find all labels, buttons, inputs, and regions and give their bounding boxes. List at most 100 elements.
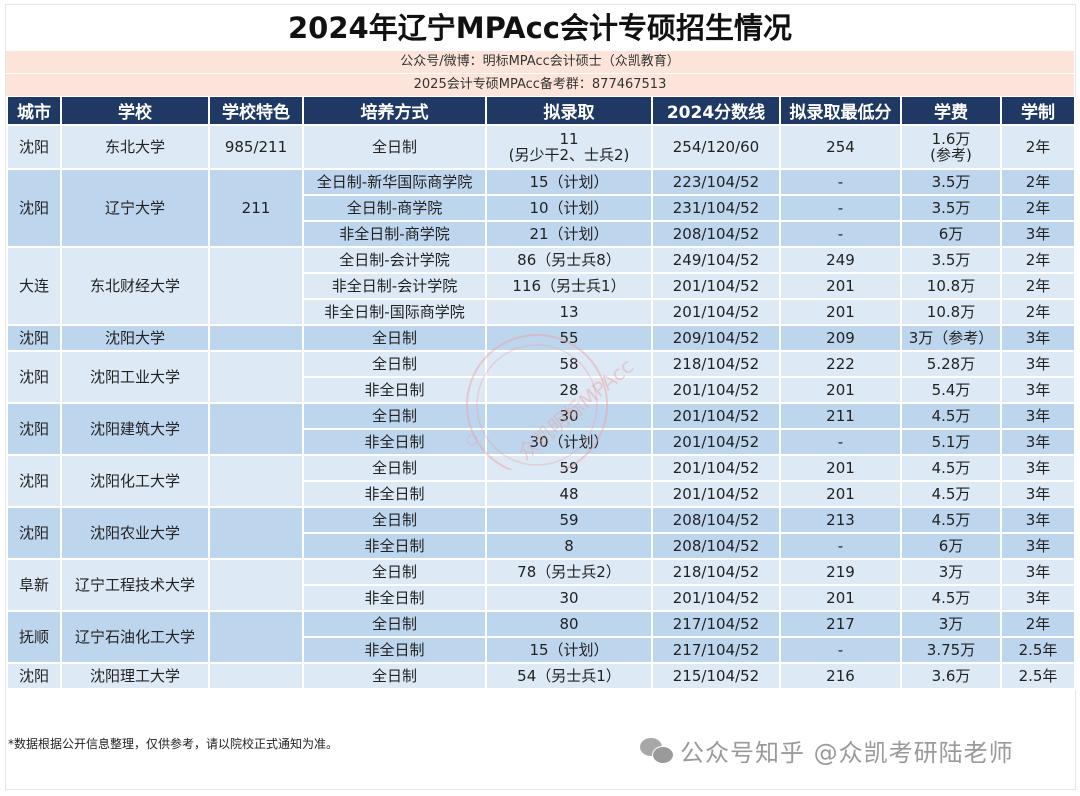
score-line-cell: 201/104/52 [651,402,781,430]
mode-cell: 全日制 [302,324,487,352]
tuition-cell: 3.5万 [900,246,1002,274]
admit-cell: 86（另士兵8） [485,246,653,274]
table-row: 非全日制-会计学院 116（另士兵1） 201/104/52 201 10.8万… [7,272,1076,300]
score-line-cell: 208/104/52 [651,532,781,560]
duration-cell: 3年 [1000,506,1076,534]
score-line-cell: 208/104/52 [651,220,781,248]
feature-cell [208,558,304,612]
tuition-note: (参考) [930,146,972,164]
watermark-text: 公众号知乎 @众凯考研陆老师 [680,739,1014,767]
mode-cell: 全日制 [302,350,487,378]
score-line-cell: 223/104/52 [651,168,781,196]
mode-cell: 非全日制 [302,480,487,508]
tuition-cell: 10.8万 [900,298,1002,326]
min-score-cell: 213 [779,506,902,534]
feature-cell: 211 [208,168,304,248]
admit-cell: 15（计划） [485,636,653,664]
header-score-line: 2024分数线 [651,97,781,126]
feature-cell: 985/211 [208,124,304,170]
city-cell: 阜新 [6,558,62,612]
header-duration: 学制 [1000,97,1076,126]
min-score-cell: - [779,194,902,222]
table-row: 阜新 辽宁工程技术大学 全日制 78（另士兵2） 218/104/52 219 … [6,558,1076,612]
table-row: 非全日制-国际商学院 13 201/104/52 201 10.8万 2年 [7,298,1076,326]
city-cell: 沈阳 [6,662,62,690]
mode-cell: 全日制-新华国际商学院 [302,168,487,196]
admit-cell: 48 [485,480,653,508]
source-watermark: 公众号知乎 @众凯考研陆老师 [640,733,1014,768]
tuition-cell: 4.5万 [900,402,1002,430]
admit-cell: 30 [485,402,653,430]
min-score-cell: 216 [779,662,902,690]
table-row: 非全日制 28 201/104/52 201 5.4万 3年 [7,376,1076,404]
tuition-cell: 6万 [900,220,1002,248]
table-row: 沈阳 沈阳大学 全日制 55 209/104/52 209 3万（参考） 3年 [6,324,1076,352]
tuition-value: 1.6万 [931,130,971,148]
city-cell: 沈阳 [6,124,62,170]
score-line-cell: 208/104/52 [651,506,781,534]
duration-cell: 3年 [1000,220,1076,248]
city-cell: 大连 [6,246,62,326]
admit-cell: 59 [485,506,653,534]
duration-cell: 2.5年 [1000,662,1076,690]
city-cell: 抚顺 [6,610,62,664]
min-score-cell: 201 [779,298,902,326]
mode-cell: 全日制 [302,662,487,690]
score-line-cell: 218/104/52 [651,350,781,378]
admit-cell: 21（计划） [485,220,653,248]
wechat-icon [640,737,674,764]
tuition-cell: 4.5万 [900,584,1002,612]
admit-value: 11 [559,130,579,148]
score-line-cell: 201/104/52 [651,298,781,326]
min-score-cell: 217 [779,610,902,638]
admissions-table: 城市 学校 学校特色 培养方式 拟录取 2024分数线 拟录取最低分 学费 学制… [6,97,1076,690]
score-line-cell: 209/104/52 [651,324,781,352]
table-row: 大连 东北财经大学 全日制-会计学院 86（另士兵8） 249/104/52 2… [6,246,1076,326]
mode-cell: 全日制 [302,610,487,638]
tuition-cell: 4.5万 [900,506,1002,534]
score-line-cell: 201/104/52 [651,272,781,300]
min-score-cell: 222 [779,350,902,378]
duration-cell: 2年 [1000,194,1076,222]
mode-cell: 全日制 [302,506,487,534]
table-row: 非全日制 30（计划） 201/104/52 - 5.1万 3年 [7,428,1076,456]
admit-cell: 55 [485,324,653,352]
min-score-cell: 219 [779,558,902,586]
header-tuition: 学费 [900,97,1002,126]
mode-cell: 全日制 [302,558,487,586]
tuition-cell: 5.28万 [900,350,1002,378]
score-line-cell: 201/104/52 [651,428,781,456]
admit-cell: 15（计划） [485,168,653,196]
tuition-cell: 4.5万 [900,454,1002,482]
tuition-cell: 1.6万 (参考) [900,124,1002,170]
info-line-group: 2025会计专硕MPAcc备考群：877467513 [6,74,1074,96]
score-line-cell: 218/104/52 [651,558,781,586]
table-row: 非全日制-商学院 21（计划） 208/104/52 - 6万 3年 [7,220,1076,248]
table-row: 非全日制 48 201/104/52 201 4.5万 3年 [7,480,1076,508]
tuition-cell: 5.4万 [900,376,1002,404]
min-score-cell: 211 [779,402,902,430]
duration-cell: 3年 [1000,428,1076,456]
city-cell: 沈阳 [6,350,62,404]
city-cell: 沈阳 [6,168,62,248]
school-cell: 东北大学 [60,124,210,170]
table-row: 非全日制 30 201/104/52 201 4.5万 3年 [7,584,1076,612]
min-score-cell: 209 [779,324,902,352]
admit-cell: 8 [485,532,653,560]
score-line-cell: 201/104/52 [651,584,781,612]
tuition-cell: 3.5万 [900,168,1002,196]
table-row: 沈阳 东北大学 985/211 全日制 11 (另少干2、士兵2) 254/120… [6,124,1076,170]
duration-cell: 2年 [1000,168,1076,196]
school-cell: 辽宁大学 [60,168,210,248]
mode-cell: 非全日制 [302,428,487,456]
school-cell: 沈阳工业大学 [60,350,210,404]
school-cell: 沈阳化工大学 [60,454,210,508]
header-city: 城市 [6,97,62,126]
mode-cell: 非全日制 [302,584,487,612]
school-cell: 沈阳农业大学 [60,506,210,560]
city-cell: 沈阳 [6,454,62,508]
mode-cell: 非全日制 [302,532,487,560]
city-cell: 沈阳 [6,402,62,456]
table-row: 非全日制 8 208/104/52 - 6万 3年 [7,532,1076,560]
score-line-cell: 201/104/52 [651,376,781,404]
